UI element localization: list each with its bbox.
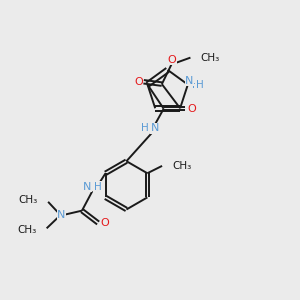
- Text: O: O: [187, 104, 196, 114]
- Text: H: H: [94, 182, 101, 191]
- Text: N: N: [83, 182, 91, 191]
- Text: CH₃: CH₃: [19, 195, 38, 205]
- Text: CH₃: CH₃: [172, 161, 192, 171]
- Text: O: O: [134, 77, 143, 87]
- Text: H: H: [192, 80, 200, 90]
- Text: O: O: [100, 218, 109, 228]
- Text: N: N: [57, 210, 66, 220]
- Text: N: N: [151, 123, 159, 134]
- Text: CH₃: CH₃: [17, 225, 36, 235]
- Text: H: H: [196, 80, 204, 90]
- Text: CH₃: CH₃: [201, 52, 220, 63]
- Text: N: N: [185, 76, 194, 86]
- Text: H: H: [141, 123, 148, 134]
- Text: O: O: [168, 55, 177, 65]
